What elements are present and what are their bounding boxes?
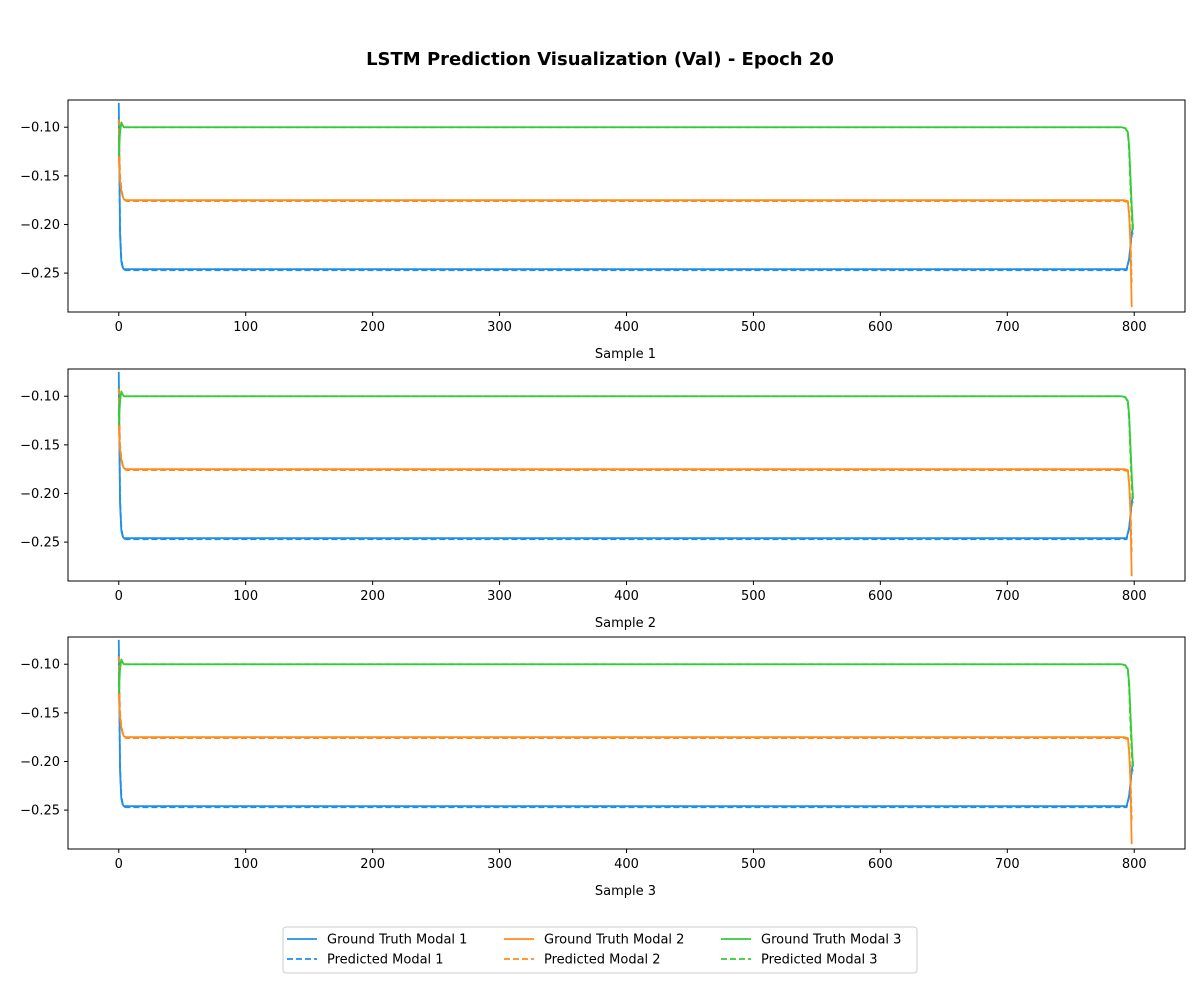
x-tick-label: 200 (360, 589, 385, 604)
x-tick-label: 100 (233, 320, 258, 335)
x-tick-label: 800 (1122, 589, 1147, 604)
x-tick-label: 700 (995, 589, 1020, 604)
legend-entry: Ground Truth Modal 2 (504, 933, 684, 948)
x-tick-label: 400 (614, 857, 639, 872)
series-line-predicted-modal-2 (117, 656, 1133, 820)
x-tick-label: 500 (741, 320, 766, 335)
y-tick-label: −0.25 (20, 804, 60, 819)
subplot-2: 0 100 200 300 400 500 600 700 800 −0.10 −0.15 −0.20… (20, 368, 1186, 631)
x-tick-label: 200 (360, 857, 385, 872)
y-tick-label: −0.20 (20, 218, 60, 233)
x-tick-label: 300 (487, 857, 512, 872)
x-tick-label: 600 (868, 320, 893, 335)
x-tick-label: 500 (741, 589, 766, 604)
series-line-predicted-modal-2 (117, 119, 1133, 283)
series-group (117, 371, 1134, 577)
y-tick-label: −0.10 (20, 658, 60, 673)
y-tick-label: −0.10 (20, 121, 60, 136)
legend-entry: Predicted Modal 1 (287, 953, 444, 968)
x-tick-label: 300 (487, 589, 512, 604)
y-tick-label: −0.10 (20, 390, 60, 405)
x-tick-label: 400 (614, 589, 639, 604)
x-tick-label: 500 (741, 857, 766, 872)
x-axis-label: Sample 1 (595, 347, 656, 362)
x-tick-label: 200 (360, 320, 385, 335)
y-tick-label: −0.20 (20, 487, 60, 502)
legend-entry: Ground Truth Modal 1 (287, 933, 467, 948)
legend-label: Ground Truth Modal 3 (761, 933, 901, 948)
legend-label: Ground Truth Modal 1 (327, 933, 467, 948)
x-tick-label: 400 (614, 320, 639, 335)
y-tick-label: −0.20 (20, 755, 60, 770)
y-tick-label: −0.15 (20, 706, 60, 721)
series-line-predicted-modal-2 (117, 388, 1133, 552)
legend-box (282, 926, 918, 974)
x-tick-label: 100 (233, 589, 258, 604)
legend-label: Predicted Modal 2 (544, 953, 661, 968)
series-line-predicted-modal-1 (117, 386, 1134, 541)
subplot-3: 0 100 200 300 400 500 600 700 800 −0.10 −0.15 −0.20… (20, 636, 1186, 899)
series-line-predicted-modal-3 (117, 660, 1134, 772)
x-tick-label: 0 (115, 589, 123, 604)
legend-label: Ground Truth Modal 2 (544, 933, 684, 948)
legend-entry: Ground Truth Modal 3 (721, 933, 901, 948)
x-axis-label: Sample 3 (595, 884, 656, 899)
subplots: 0 100 200 300 400 500 600 700 800 −0.10 −0.15 −0.20… (20, 99, 1186, 899)
y-tick-label: −0.15 (20, 169, 60, 184)
y-tick-label: −0.15 (20, 438, 60, 453)
legend-entry: Predicted Modal 2 (504, 953, 661, 968)
x-tick-label: 800 (1122, 320, 1147, 335)
series-line-predicted-modal-3 (117, 123, 1134, 235)
x-tick-label: 300 (487, 320, 512, 335)
x-tick-label: 700 (995, 320, 1020, 335)
series-group (117, 639, 1134, 845)
x-axis-label: Sample 2 (595, 616, 656, 631)
series-group (117, 102, 1134, 308)
x-tick-label: 0 (115, 320, 123, 335)
x-tick-label: 0 (115, 857, 123, 872)
legend-label: Predicted Modal 3 (761, 953, 878, 968)
series-line-predicted-modal-3 (117, 392, 1134, 504)
figure-title: LSTM Prediction Visualization (Val) - Ep… (366, 49, 834, 70)
x-tick-label: 100 (233, 857, 258, 872)
legend: Ground Truth Modal 1 Predicted Modal 1 Gro… (282, 926, 918, 974)
x-tick-label: 700 (995, 857, 1020, 872)
x-tick-label: 600 (868, 857, 893, 872)
series-line-predicted-modal-1 (117, 654, 1134, 809)
subplot-1: 0 100 200 300 400 500 600 700 800 −0.10 −0.15 −0.20… (20, 99, 1186, 362)
legend-label: Predicted Modal 1 (327, 953, 444, 968)
y-tick-label: −0.25 (20, 536, 60, 551)
y-tick-label: −0.25 (20, 267, 60, 282)
x-tick-label: 600 (868, 589, 893, 604)
x-tick-label: 800 (1122, 857, 1147, 872)
legend-entry: Predicted Modal 3 (721, 953, 878, 968)
series-line-predicted-modal-1 (117, 117, 1134, 272)
